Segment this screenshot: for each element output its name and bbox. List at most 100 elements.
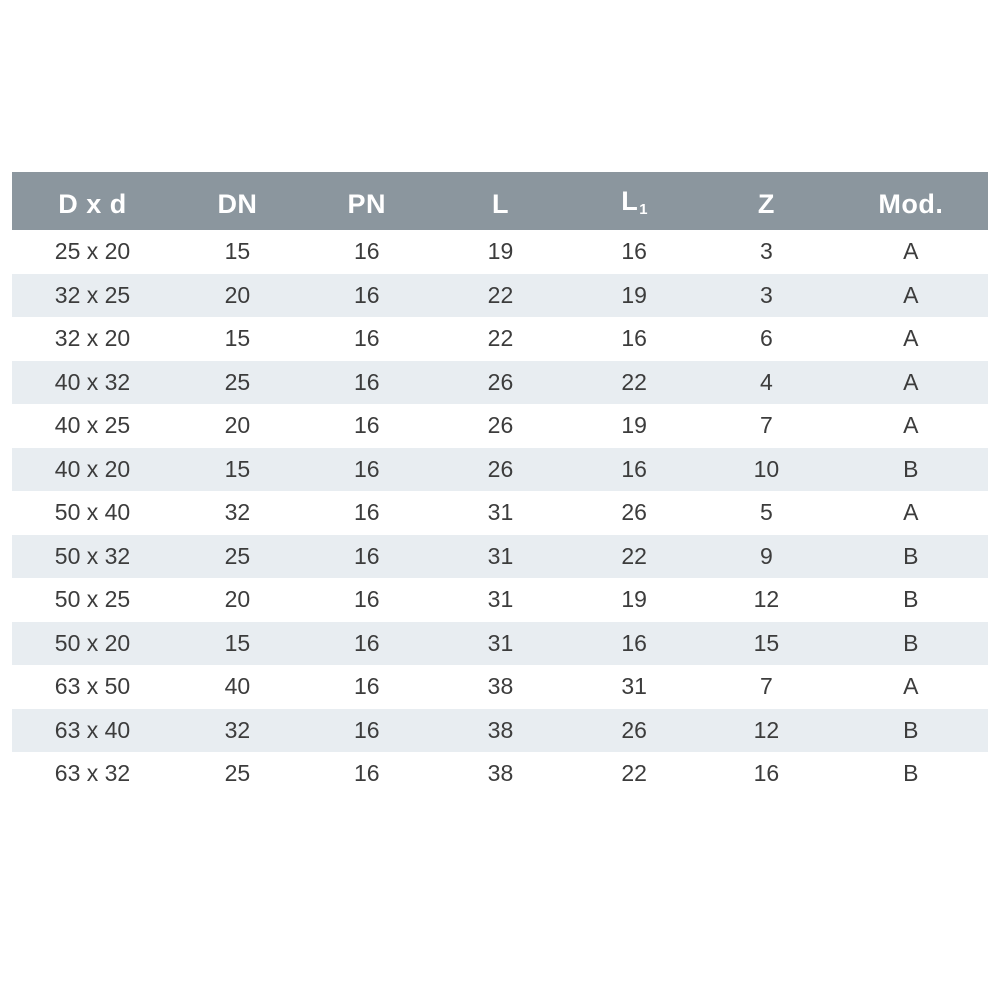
table-cell-dn: 32 [224, 499, 251, 525]
table-cell-l: 38 [487, 760, 514, 786]
table-row: 50 x 20 15 16 31 16 15 B [12, 621, 988, 665]
table-cell-dxd: 50 x 25 [54, 586, 131, 612]
table-cell-pn: 16 [353, 238, 380, 264]
table-cell-z: 6 [760, 325, 773, 351]
table-cell-l: 31 [487, 499, 514, 525]
table-cell-mod: B [903, 455, 919, 482]
table-cell-mod: B [903, 760, 919, 786]
table-cell-dxd: 50 x 40 [54, 499, 131, 525]
table-cell-dn: 15 [224, 238, 251, 264]
column-header-dxd: D x d [58, 188, 127, 219]
table-cell-dxd: 40 x 20 [54, 455, 131, 482]
table-cell-pn: 16 [353, 455, 380, 482]
table-row: 32 x 25 20 16 22 19 3 A [12, 273, 988, 317]
table-cell-l1: 22 [621, 760, 647, 786]
table-cell-pn: 16 [353, 325, 380, 351]
table-cell-dxd: 40 x 25 [54, 412, 131, 438]
table-row: 63 x 32 25 16 38 22 16 B [12, 752, 988, 796]
table-cell-dn: 20 [224, 412, 251, 438]
table-cell-pn: 16 [353, 368, 380, 395]
table-cell-dxd: 63 x 40 [54, 716, 131, 743]
table-cell-z: 3 [760, 238, 773, 264]
table-cell-l: 19 [487, 238, 514, 264]
table-row: 50 x 25 20 16 31 19 12 B [12, 578, 988, 622]
table-cell-pn: 16 [353, 412, 380, 438]
table-cell-z: 7 [760, 673, 773, 699]
table-cell-l1: 22 [621, 542, 647, 569]
table-cell-z: 4 [760, 368, 773, 395]
table-cell-mod: B [903, 716, 919, 743]
table-cell-mod: A [903, 238, 919, 264]
table-cell-mod: A [903, 499, 919, 525]
table-cell-dn: 25 [224, 368, 251, 395]
table-cell-l1: 26 [621, 716, 647, 743]
table-cell-mod: B [903, 542, 919, 569]
table-body: 25 x 20 15 16 19 16 3 A 32 x 25 20 16 22 19 3 A 32 x 2… [12, 230, 988, 796]
table-cell-pn: 16 [353, 673, 380, 699]
column-header-l: L [491, 188, 509, 219]
table-cell-l: 31 [487, 586, 514, 612]
table-cell-l: 38 [487, 673, 514, 699]
table-cell-l1: 26 [621, 499, 647, 525]
table-cell-dn: 40 [224, 673, 251, 699]
table-cell-mod: A [903, 281, 919, 308]
column-header-l1: L1 [621, 186, 649, 218]
table-cell-dn: 25 [224, 760, 251, 786]
table-cell-l: 31 [487, 629, 514, 656]
column-header-pn: PN [347, 188, 387, 219]
table-cell-dxd: 25 x 20 [54, 238, 131, 264]
table-cell-mod: B [903, 586, 919, 612]
table-row: 50 x 40 32 16 31 26 5 A [12, 491, 988, 535]
table-cell-l1: 16 [621, 629, 647, 656]
table-cell-z: 9 [760, 542, 773, 569]
table-cell-pn: 16 [353, 586, 380, 612]
table-cell-dxd: 50 x 32 [54, 542, 131, 569]
spec-table: D x d DN PN L L1 Z Mod. 25 x 20 15 16 19 16 3 A 32 x … [12, 172, 988, 796]
table-cell-dn: 20 [224, 281, 251, 308]
column-header-mod: Mod. [878, 188, 944, 219]
table-cell-dn: 32 [224, 716, 251, 743]
table-cell-l1: 16 [621, 238, 647, 264]
table-cell-l: 38 [487, 716, 514, 743]
table-cell-dn: 20 [224, 586, 251, 612]
table-cell-z: 12 [753, 586, 780, 612]
table-cell-mod: A [903, 325, 919, 351]
table-cell-dxd: 63 x 50 [54, 673, 131, 699]
column-header-dn: DN [217, 188, 258, 219]
table-row: 25 x 20 15 16 19 16 3 A [12, 230, 988, 274]
table-cell-l1: 31 [621, 673, 647, 699]
table-cell-mod: A [903, 368, 919, 395]
table-cell-dn: 25 [224, 542, 251, 569]
table-cell-pn: 16 [353, 760, 380, 786]
table-cell-dxd: 32 x 25 [54, 281, 131, 308]
table-cell-dn: 15 [224, 325, 251, 351]
table-cell-l1: 22 [621, 368, 647, 395]
table-cell-l: 26 [487, 455, 514, 482]
table-cell-dxd: 40 x 32 [54, 368, 131, 395]
table-cell-mod: A [903, 673, 919, 699]
table-cell-dn: 15 [224, 629, 251, 656]
table-row: 40 x 20 15 16 26 16 10 B [12, 447, 988, 491]
table-cell-z: 5 [760, 499, 773, 525]
table-cell-mod: B [903, 629, 919, 656]
table-cell-dxd: 32 x 20 [54, 325, 131, 351]
table-header-row: D x d DN PN L L1 Z Mod. [12, 172, 988, 230]
table-cell-pn: 16 [353, 716, 380, 743]
table-cell-dxd: 50 x 20 [54, 629, 131, 656]
table-row: 63 x 50 40 16 38 31 7 A [12, 665, 988, 709]
table-cell-l1: 19 [621, 586, 647, 612]
table-cell-pn: 16 [353, 542, 380, 569]
table-cell-pn: 16 [353, 281, 380, 308]
table-row: 63 x 40 32 16 38 26 12 B [12, 708, 988, 752]
table-cell-l: 22 [487, 325, 514, 351]
table-cell-mod: A [903, 412, 919, 438]
table-cell-l1: 19 [621, 281, 647, 308]
table-cell-z: 10 [753, 455, 780, 482]
table-row: 40 x 25 20 16 26 19 7 A [12, 404, 988, 448]
table-cell-l: 31 [487, 542, 514, 569]
column-header-z: Z [757, 188, 775, 219]
table-cell-pn: 16 [353, 629, 380, 656]
table-cell-l1: 16 [621, 325, 647, 351]
table-row: 32 x 20 15 16 22 16 6 A [12, 317, 988, 361]
